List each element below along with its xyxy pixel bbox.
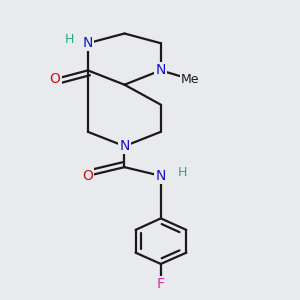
Text: N: N bbox=[156, 63, 166, 77]
Text: N: N bbox=[156, 169, 166, 183]
Text: H: H bbox=[177, 166, 187, 178]
Text: H: H bbox=[65, 33, 74, 46]
Text: F: F bbox=[157, 277, 165, 291]
Text: Me: Me bbox=[181, 73, 199, 85]
Text: N: N bbox=[119, 139, 130, 153]
Text: N: N bbox=[83, 36, 93, 50]
Text: O: O bbox=[50, 72, 61, 86]
Text: O: O bbox=[82, 169, 93, 183]
